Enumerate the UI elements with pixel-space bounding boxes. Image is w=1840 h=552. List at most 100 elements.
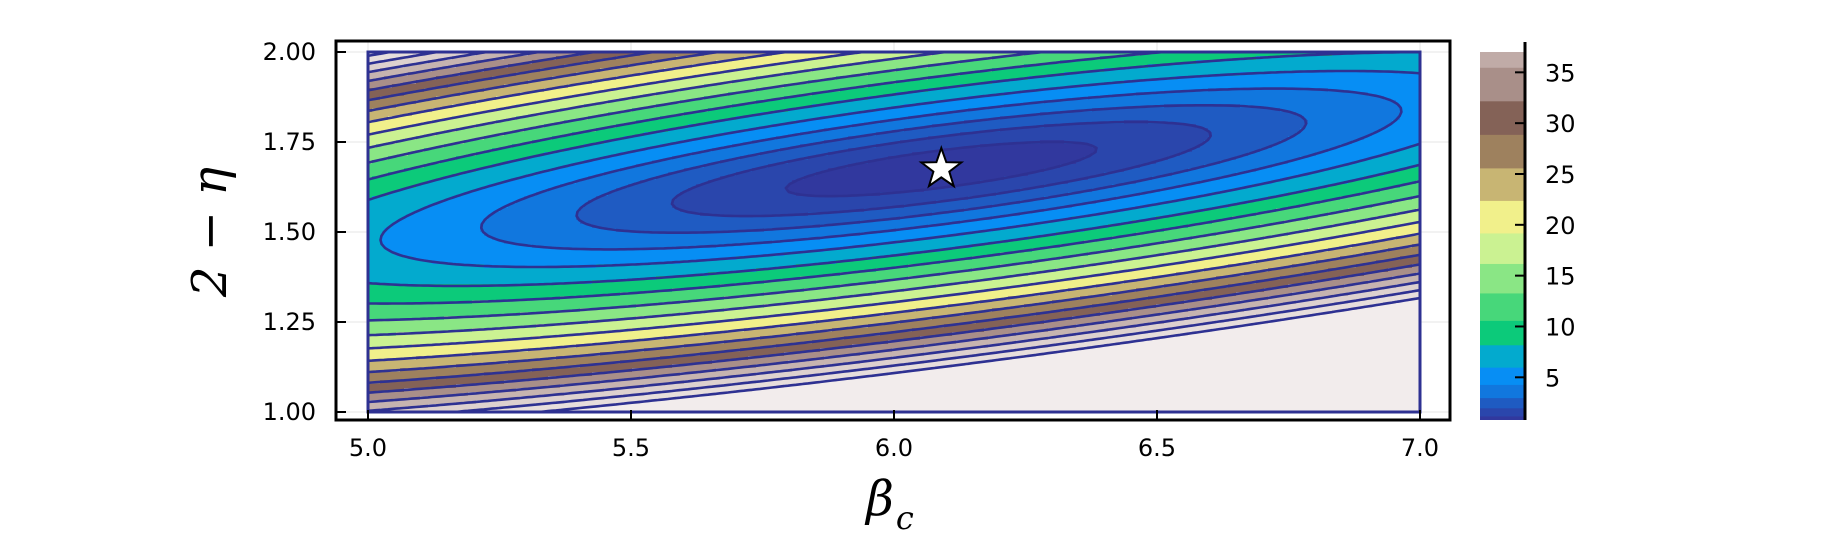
contour-cell <box>1048 96 1053 101</box>
contour-cell <box>780 104 785 109</box>
contour-cell <box>1268 116 1273 121</box>
contour-cell <box>452 112 457 117</box>
contour-cell <box>516 76 521 81</box>
contour-cell <box>624 100 629 105</box>
contour-cell <box>796 56 801 61</box>
contour-cell <box>720 76 725 81</box>
contour-cell <box>560 88 565 93</box>
contour-cell <box>432 92 437 97</box>
contour-cell <box>728 64 733 69</box>
contour-cell <box>520 64 525 69</box>
contour-cell <box>1036 116 1041 121</box>
contour-cell <box>892 124 897 129</box>
contour-cell <box>1132 112 1137 117</box>
contour-cell <box>584 112 589 117</box>
contour-cell <box>664 72 669 77</box>
contour-cell <box>560 72 565 77</box>
contour-cell <box>740 80 745 85</box>
contour-cell <box>848 116 853 121</box>
contour-cell <box>1140 56 1145 61</box>
contour-cell <box>1356 60 1361 65</box>
contour-cell <box>464 76 469 81</box>
contour-cell <box>808 88 813 93</box>
contour-cell <box>1392 96 1397 101</box>
contour-cell <box>564 56 569 61</box>
contour-cell <box>584 72 589 77</box>
contour-cell <box>968 84 973 89</box>
contour-cell <box>1172 96 1177 101</box>
contour-cell <box>1212 112 1217 117</box>
contour-cell <box>884 60 889 65</box>
contour-cell <box>1152 68 1157 73</box>
contour-cell <box>420 96 425 101</box>
contour-cell <box>1008 100 1013 105</box>
contour-cell <box>1176 96 1181 101</box>
contour-cell <box>792 116 797 121</box>
contour-cell <box>1144 108 1149 113</box>
contour-cell <box>900 112 905 117</box>
contour-cell <box>1072 60 1077 65</box>
contour-cell <box>720 88 725 93</box>
contour-cell <box>932 72 937 77</box>
contour-cell <box>1152 92 1157 97</box>
contour-cell <box>1172 108 1177 113</box>
contour-cell <box>1388 104 1393 109</box>
contour-cell <box>640 56 645 61</box>
contour-cell <box>452 52 457 57</box>
contour-cell <box>1052 56 1057 61</box>
contour-cell <box>732 108 737 113</box>
contour-cell <box>512 80 517 85</box>
contour-cell <box>1268 68 1273 73</box>
contour-cell <box>1128 124 1133 129</box>
contour-cell <box>768 68 773 73</box>
contour-cell <box>772 104 777 109</box>
contour-cell <box>916 108 921 113</box>
contour-cell <box>1020 84 1025 89</box>
contour-cell <box>784 92 789 97</box>
contour-cell <box>1412 72 1417 77</box>
contour-cell <box>620 68 625 73</box>
contour-cell <box>532 56 537 61</box>
contour-cell <box>1132 72 1137 77</box>
contour-cell <box>936 96 941 101</box>
contour-cell <box>520 96 525 101</box>
contour-cell <box>832 60 837 65</box>
contour-cell <box>652 68 657 73</box>
contour-cell <box>588 120 593 125</box>
contour-cell <box>1308 80 1313 85</box>
contour-cell <box>1204 52 1209 57</box>
contour-cell <box>1272 124 1277 129</box>
contour-cell <box>812 124 817 129</box>
contour-cell <box>1164 88 1169 93</box>
contour-cell <box>856 80 861 85</box>
contour-cell <box>1160 88 1165 93</box>
contour-cell <box>500 112 505 117</box>
contour-cell <box>680 116 685 121</box>
contour-cell <box>708 76 713 81</box>
contour-cell <box>508 88 513 93</box>
contour-cell <box>1288 72 1293 77</box>
contour-cell <box>624 56 629 61</box>
contour-cell <box>888 112 893 117</box>
contour-cell <box>1272 92 1277 97</box>
contour-cell <box>1340 116 1345 121</box>
contour-cell <box>1120 104 1125 109</box>
contour-cell <box>1268 64 1273 69</box>
contour-cell <box>920 92 925 97</box>
contour-cell <box>1284 96 1289 101</box>
contour-cell <box>1036 64 1041 69</box>
contour-cell <box>1172 100 1177 105</box>
contour-cell <box>1132 84 1137 89</box>
contour-cell <box>808 112 813 117</box>
contour-cell <box>1016 56 1021 61</box>
contour-cell <box>1060 100 1065 105</box>
contour-cell <box>924 72 929 77</box>
contour-cell <box>1272 64 1277 69</box>
contour-cell <box>1208 72 1213 77</box>
contour-cell <box>1028 120 1033 125</box>
contour-cell <box>712 84 717 89</box>
contour-cell <box>1056 76 1061 81</box>
contour-cell <box>632 124 637 129</box>
contour-cell <box>1344 64 1349 69</box>
contour-cell <box>636 56 641 61</box>
